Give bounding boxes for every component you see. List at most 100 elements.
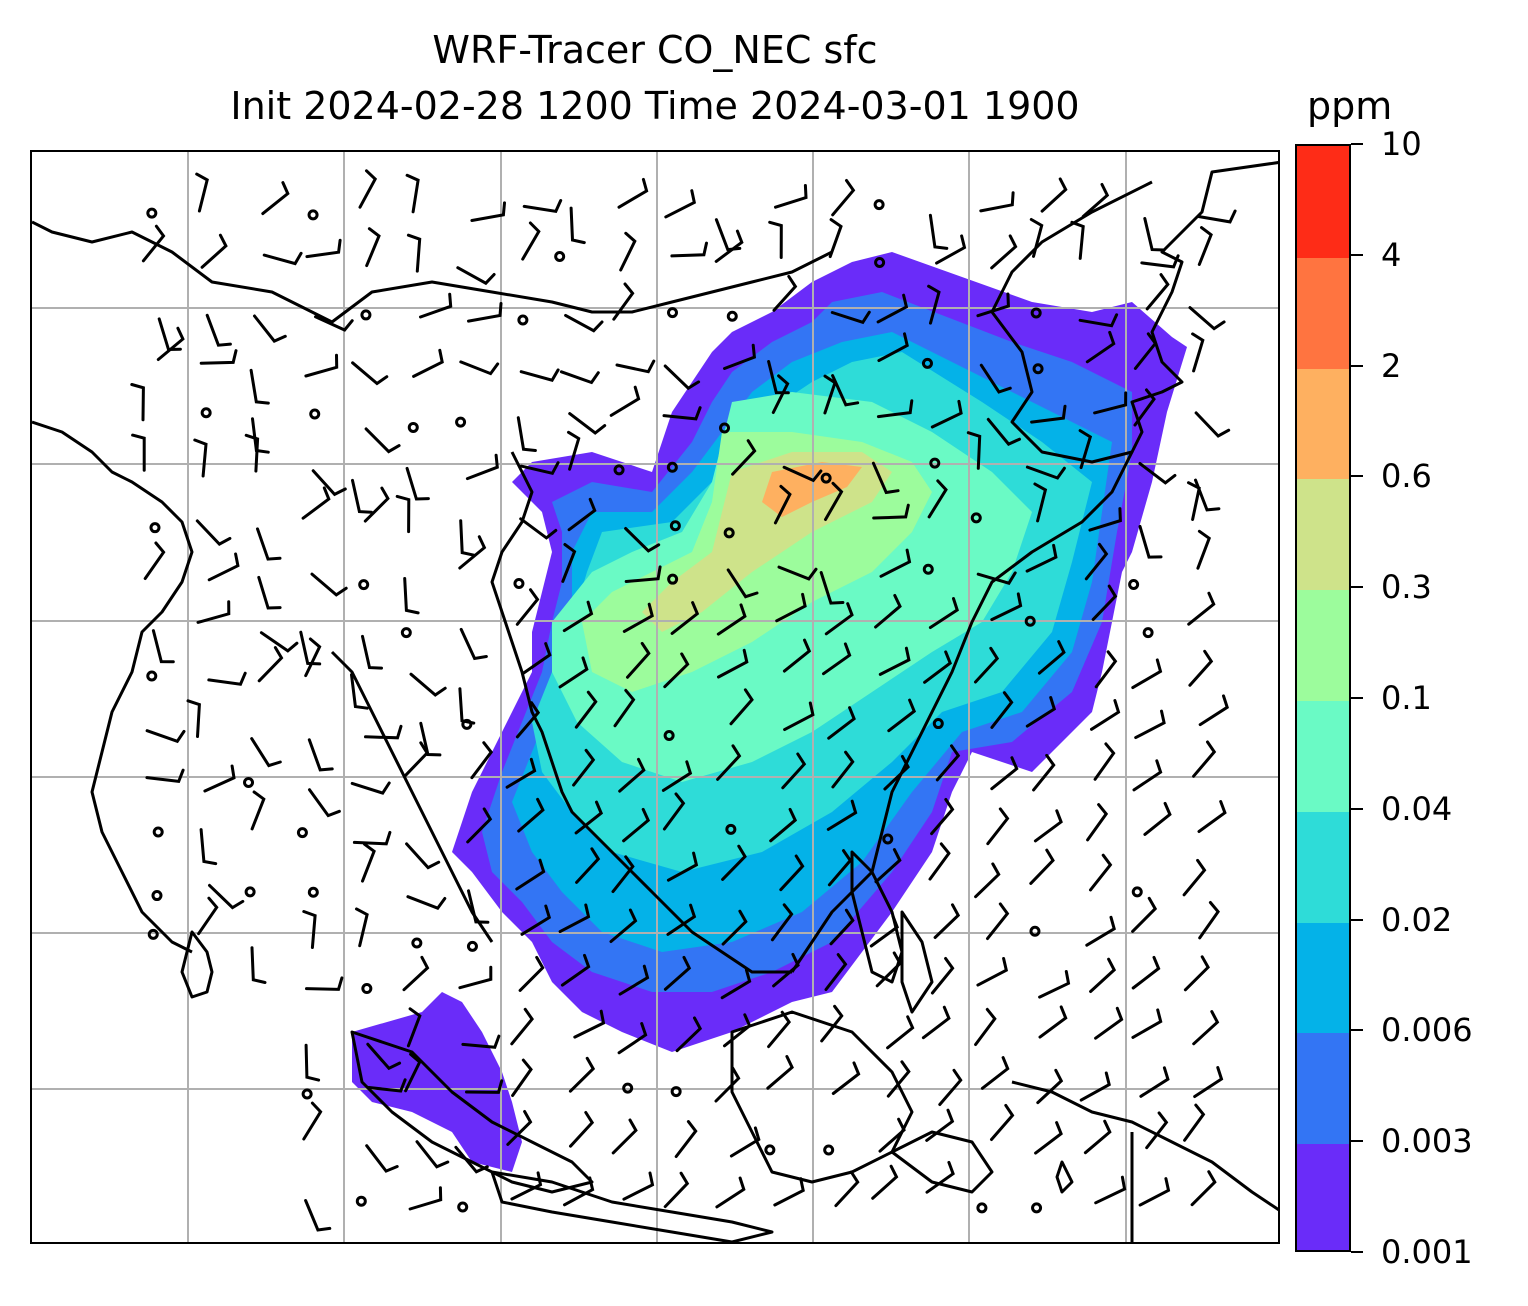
wind-barb [777, 565, 818, 581]
wind-barb [403, 741, 429, 778]
wind-barb [516, 416, 537, 452]
wind-barb [467, 302, 503, 323]
wind-barb [729, 1126, 761, 1158]
calm-wind-marker [929, 457, 941, 469]
wind-barb [1085, 915, 1116, 947]
wind-barb [1093, 742, 1116, 781]
wind-barb [824, 953, 848, 991]
wind-barb [1133, 332, 1158, 370]
wind-barb [302, 910, 317, 949]
map-panel[interactable] [30, 150, 1280, 1244]
wind-barb [774, 184, 808, 209]
wind-barb [574, 800, 604, 835]
wind-barb [351, 478, 373, 514]
wind-barb [871, 1164, 899, 1200]
colorbar-tick [1351, 1251, 1363, 1253]
title-line-1: WRF-Tracer CO_NEC sfc [432, 28, 878, 72]
wind-barb [519, 461, 560, 476]
wind-barb [257, 646, 284, 683]
title-line-2: Init 2024-02-28 1200 Time 2024-03-01 190… [230, 84, 1080, 128]
wind-barb [874, 848, 902, 884]
colorbar-tick [1351, 697, 1363, 699]
colorbar-tick-label: 0.001 [1381, 1233, 1473, 1271]
wind-barb [355, 907, 369, 948]
wind-barb [1143, 801, 1172, 836]
wind-barb [305, 976, 344, 991]
calm-wind-marker [823, 1144, 835, 1156]
wind-barb [459, 627, 488, 661]
wind-barb [363, 486, 390, 523]
wind-barb [618, 757, 646, 793]
wind-barb [1086, 803, 1109, 842]
wind-barb [1197, 209, 1237, 224]
wind-barb [515, 701, 541, 739]
colorbar-segment [1297, 367, 1349, 480]
wind-barb [1140, 254, 1180, 269]
wind-barb [824, 602, 854, 636]
calm-wind-marker [358, 579, 370, 591]
wind-barb [195, 172, 209, 213]
wind-barb [773, 484, 792, 525]
colorbar-segment [1297, 1143, 1349, 1250]
wind-barb [458, 687, 476, 725]
wind-barb [366, 1042, 402, 1071]
calm-wind-marker [466, 940, 478, 952]
wind-barb [419, 292, 453, 319]
wind-barb [519, 517, 558, 540]
calm-wind-marker [663, 730, 675, 742]
wind-barb [619, 231, 637, 272]
wind-barb [1090, 699, 1121, 731]
concentration-field [352, 252, 1187, 1172]
wind-barb [990, 234, 1018, 270]
wind-barb [358, 169, 378, 209]
calm-wind-marker [457, 1201, 469, 1213]
calm-wind-marker [820, 472, 832, 484]
wind-barb [569, 1111, 595, 1148]
wind-barb [715, 1176, 746, 1209]
calm-wind-marker [301, 1088, 313, 1100]
colorbar-segment [1297, 921, 1349, 1034]
wind-barb [1085, 330, 1116, 364]
wind-barb [195, 519, 232, 546]
calm-wind-marker [922, 563, 934, 575]
wind-barb [887, 698, 917, 733]
wind-barb [827, 706, 856, 740]
wind-barb [314, 315, 354, 332]
wind-barb [716, 744, 742, 781]
wind-barb [609, 385, 641, 417]
wind-barb [1198, 901, 1220, 940]
wind-barb [664, 189, 697, 219]
wind-barb [257, 575, 282, 610]
wind-barb [521, 221, 541, 261]
wind-barb [1025, 696, 1057, 728]
colorbar-tick-label: 10 [1381, 125, 1422, 163]
wind-barb [831, 1061, 861, 1095]
wind-barb [990, 1103, 1015, 1141]
wind-barb [976, 571, 1017, 585]
wind-barb [561, 543, 577, 583]
colorbar-tick [1351, 143, 1363, 145]
wind-barb [674, 1120, 698, 1158]
wind-barb [406, 233, 422, 273]
wind-barb [921, 1005, 951, 1040]
calm-wind-marker [355, 1195, 367, 1207]
wind-barb [558, 656, 589, 689]
calm-wind-marker [976, 1202, 988, 1214]
wind-barb [564, 313, 604, 333]
calm-wind-marker [719, 422, 731, 434]
wind-barb [927, 479, 948, 519]
wind-barb [568, 1056, 596, 1093]
wind-barb [205, 313, 232, 347]
calm-wind-marker [970, 512, 982, 524]
calm-wind-marker [360, 309, 372, 321]
wind-barb [938, 1068, 963, 1106]
wind-barb [876, 293, 909, 324]
calm-wind-marker [461, 718, 473, 730]
wind-barb [151, 629, 175, 664]
wind-barb [1196, 529, 1212, 570]
colorbar-tick [1351, 807, 1363, 810]
wind-barb [250, 737, 282, 768]
wind-barb [925, 1160, 955, 1194]
wind-barb [558, 903, 591, 934]
wind-barb [1034, 1121, 1063, 1155]
